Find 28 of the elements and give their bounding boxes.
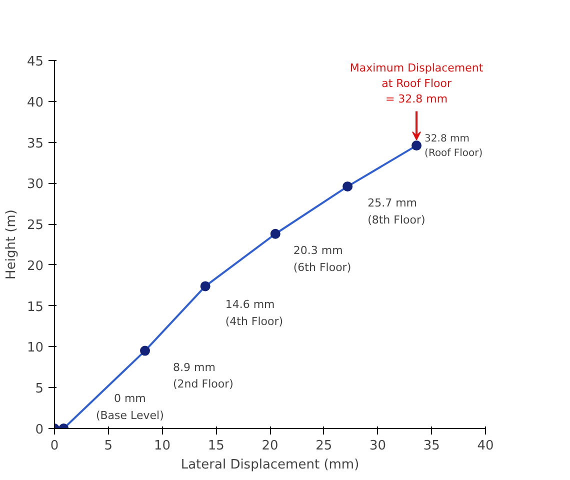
annotation: 20.3 mm (6th Floor): [293, 244, 352, 274]
annotation: 25.7 mm (8th Floor): [368, 196, 426, 226]
y-tick-label: 20: [26, 258, 44, 274]
annotation: 0 mm (Base Level): [96, 392, 164, 422]
y-tick-label: 15: [26, 300, 44, 315]
annotation: 8.9 mm (2nd Floor): [173, 360, 234, 391]
x-tick-label: 25: [316, 438, 332, 454]
x-tick-label: 15: [208, 438, 224, 454]
y-tick-label: 40: [26, 95, 44, 110]
y-tick-label: 35: [26, 136, 44, 152]
y-tick-label: 30: [26, 177, 44, 192]
annotation: 32.8 mm (Roof Floor): [424, 134, 483, 159]
x-tick-label: 5: [104, 438, 113, 454]
x-tick-label: 0: [50, 438, 59, 454]
annotation: Maximum Displacement at Roof Floor = 32.8 mm: [350, 61, 484, 106]
x-tick-label: 40: [477, 438, 494, 454]
y-tick-label: 45: [26, 54, 44, 70]
y-tick-label: 0: [35, 422, 44, 438]
y-tick-label: 25: [26, 218, 44, 234]
annotation: 14.6 mm (4th Floor): [225, 298, 284, 328]
x-tick-label: 35: [423, 438, 440, 454]
y-tick-label: 10: [26, 340, 44, 356]
y-axis-title: Height (m): [4, 210, 19, 280]
x-tick-label: 20: [262, 438, 278, 454]
x-axis-title: Lateral Displacement (mm): [180, 458, 360, 472]
x-tick-label: 10: [154, 438, 171, 454]
y-tick-label: 5: [35, 382, 44, 397]
x-tick-label: 30: [369, 438, 386, 454]
